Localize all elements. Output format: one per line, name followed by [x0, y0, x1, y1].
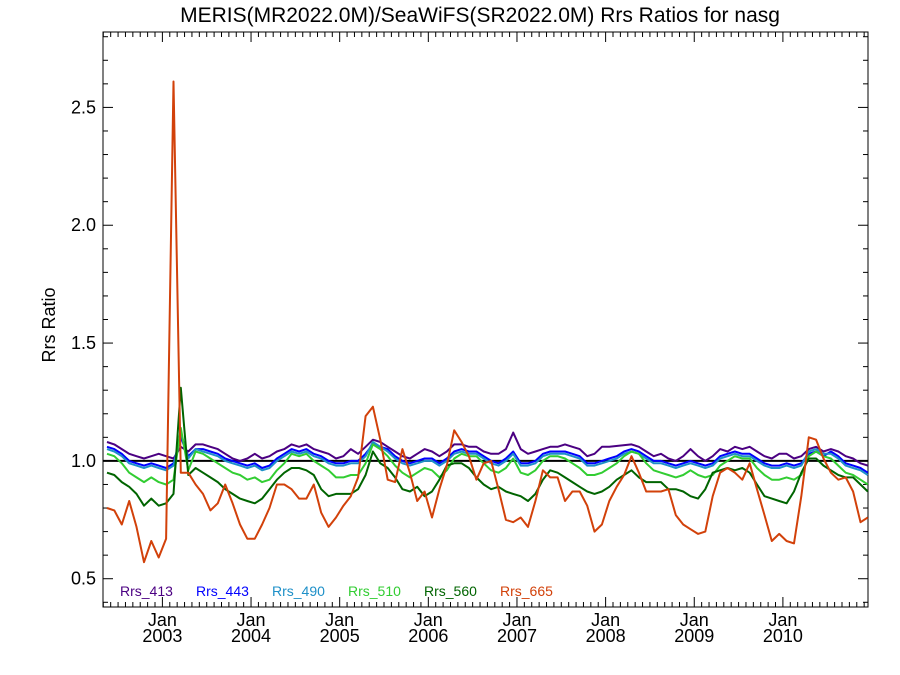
- x-tick-year-label: 2004: [231, 626, 271, 646]
- x-tick-month-label: Jan: [414, 610, 443, 630]
- legend-entry-rrs_510: Rrs_510: [348, 583, 401, 599]
- x-tick-month-label: Jan: [237, 610, 266, 630]
- x-tick-year-label: 2007: [497, 626, 537, 646]
- axis-ticks: 0.51.01.52.02.5Jan2003Jan2004Jan2005Jan2…: [71, 32, 868, 646]
- series-line-rrs_665: [106, 80, 869, 564]
- y-tick-label: 2.0: [71, 215, 96, 235]
- plot-frame: [102, 31, 869, 608]
- series-line-rrs_443: [106, 436, 869, 474]
- y-axis-label: Rrs Ratio: [39, 287, 59, 362]
- plot-area: [102, 31, 869, 608]
- legend: Rrs_413 Rrs_443 Rrs_490 Rrs_510 Rrs_560 Rrs_6…: [120, 583, 553, 599]
- series-line-rrs_560: [106, 386, 869, 507]
- legend-entry-rrs_490: Rrs_490: [272, 583, 325, 599]
- x-tick-month-label: Jan: [502, 610, 531, 630]
- y-tick-label: 0.5: [71, 569, 96, 589]
- x-tick-year-label: 2009: [674, 626, 714, 646]
- series-group: [106, 80, 869, 564]
- y-tick-label: 1.0: [71, 451, 96, 471]
- x-tick-year-label: 2006: [408, 626, 448, 646]
- series-line-rrs_510: [106, 426, 869, 486]
- x-tick-month-label: Jan: [768, 610, 797, 630]
- x-tick-year-label: 2008: [586, 626, 626, 646]
- x-tick-month-label: Jan: [680, 610, 709, 630]
- x-tick-year-label: 2003: [142, 626, 182, 646]
- x-tick-month-label: Jan: [325, 610, 354, 630]
- x-tick-month-label: Jan: [591, 610, 620, 630]
- legend-entry-rrs_560: Rrs_560: [424, 583, 477, 599]
- series-line-rrs_413: [106, 431, 869, 467]
- legend-entry-rrs_443: Rrs_443: [196, 583, 249, 599]
- legend-entry-rrs_413: Rrs_413: [120, 583, 173, 599]
- x-tick-year-label: 2010: [763, 626, 803, 646]
- y-tick-label: 1.5: [71, 333, 96, 353]
- y-tick-label: 2.5: [71, 97, 96, 117]
- legend-entry-rrs_665: Rrs_665: [500, 583, 553, 599]
- x-tick-year-label: 2005: [320, 626, 360, 646]
- x-tick-month-label: Jan: [148, 610, 177, 630]
- series-line-rrs_490: [106, 431, 869, 476]
- chart-title: MERIS(MR2022.0M)/SeaWiFS(SR2022.0M) Rrs …: [180, 4, 780, 27]
